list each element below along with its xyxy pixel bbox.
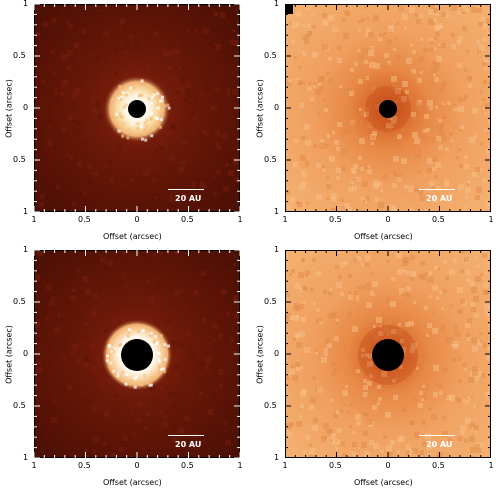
x-tick-label: 0.5 xyxy=(181,461,194,470)
x-tick-label: 1 xyxy=(31,461,37,470)
x-tick-label: 0.5 xyxy=(78,461,91,470)
x-tick-label: 1 xyxy=(237,215,243,224)
x-tick-label: 1 xyxy=(488,461,494,470)
x-tick-label: 0 xyxy=(134,215,140,224)
scale-bar xyxy=(168,189,204,190)
scale-bar xyxy=(419,435,455,436)
x-axis-label: Offset (arcsec) xyxy=(354,232,413,241)
image-bottom-left xyxy=(34,250,240,458)
y-tick-label: 1 xyxy=(23,453,29,462)
y-axis-label: Offset (arcsec) xyxy=(4,325,14,384)
y-tick-label: 0.5 xyxy=(264,155,277,164)
x-tick-label: 0 xyxy=(385,215,391,224)
coronagraph-mask xyxy=(372,339,404,371)
x-tick-label: 1 xyxy=(237,461,243,470)
y-tick-label: 0 xyxy=(274,349,280,358)
panel-top-left: 20 AU xyxy=(34,4,240,212)
scale-bar-label: 20 AU xyxy=(175,440,202,449)
y-tick-label: 0.5 xyxy=(264,401,277,410)
scale-bar xyxy=(419,189,455,190)
coronagraph-mask xyxy=(121,339,153,371)
x-tick-label: 1 xyxy=(31,215,37,224)
y-tick-label: 0.5 xyxy=(264,51,277,60)
x-tick-label: 0 xyxy=(134,461,140,470)
x-tick-label: 0.5 xyxy=(329,461,342,470)
y-tick-label: 1 xyxy=(274,207,280,216)
y-tick-label: 0.5 xyxy=(13,401,26,410)
y-tick-label: 0.5 xyxy=(13,51,26,60)
x-tick-label: 0.5 xyxy=(432,215,445,224)
x-tick-label: 0 xyxy=(385,461,391,470)
scale-bar-label: 20 AU xyxy=(175,194,202,203)
y-tick-label: 0.5 xyxy=(13,155,26,164)
x-axis-label: Offset (arcsec) xyxy=(103,232,162,241)
x-tick-label: 0.5 xyxy=(329,215,342,224)
x-tick-label: 1 xyxy=(488,215,494,224)
y-tick-label: 0 xyxy=(23,349,29,358)
y-tick-label: 1 xyxy=(274,245,280,254)
y-axis-label: Offset (arcsec) xyxy=(255,79,265,138)
y-tick-label: 0.5 xyxy=(13,297,26,306)
x-tick-label: 0.5 xyxy=(78,215,91,224)
y-tick-label: 0 xyxy=(274,103,280,112)
x-tick-label: 1 xyxy=(282,215,288,224)
x-tick-label: 1 xyxy=(282,461,288,470)
scale-bar xyxy=(168,435,204,436)
coronagraph-mask xyxy=(379,100,397,118)
panel-bottom-left: 20 AU xyxy=(34,250,240,458)
y-tick-label: 0.5 xyxy=(264,297,277,306)
x-axis-label: Offset (arcsec) xyxy=(103,478,162,487)
coronagraph-mask xyxy=(128,100,146,118)
y-tick-label: 1 xyxy=(274,0,280,8)
y-axis-label: Offset (arcsec) xyxy=(4,79,14,138)
y-tick-label: 0 xyxy=(23,103,29,112)
scale-bar-label: 20 AU xyxy=(426,440,453,449)
image-top-left xyxy=(34,4,240,212)
image-top-right xyxy=(285,4,491,212)
y-tick-label: 1 xyxy=(23,245,29,254)
y-tick-label: 1 xyxy=(274,453,280,462)
scale-bar-label: 20 AU xyxy=(426,194,453,203)
y-tick-label: 1 xyxy=(23,207,29,216)
panel-top-right: 20 AU xyxy=(285,4,491,212)
image-bottom-right xyxy=(285,250,491,458)
x-tick-label: 0.5 xyxy=(432,461,445,470)
y-axis-label: Offset (arcsec) xyxy=(255,325,265,384)
panel-bottom-right: 20 AU xyxy=(285,250,491,458)
y-tick-label: 1 xyxy=(23,0,29,8)
corner-artifact xyxy=(285,4,293,14)
x-tick-label: 0.5 xyxy=(181,215,194,224)
x-axis-label: Offset (arcsec) xyxy=(354,478,413,487)
